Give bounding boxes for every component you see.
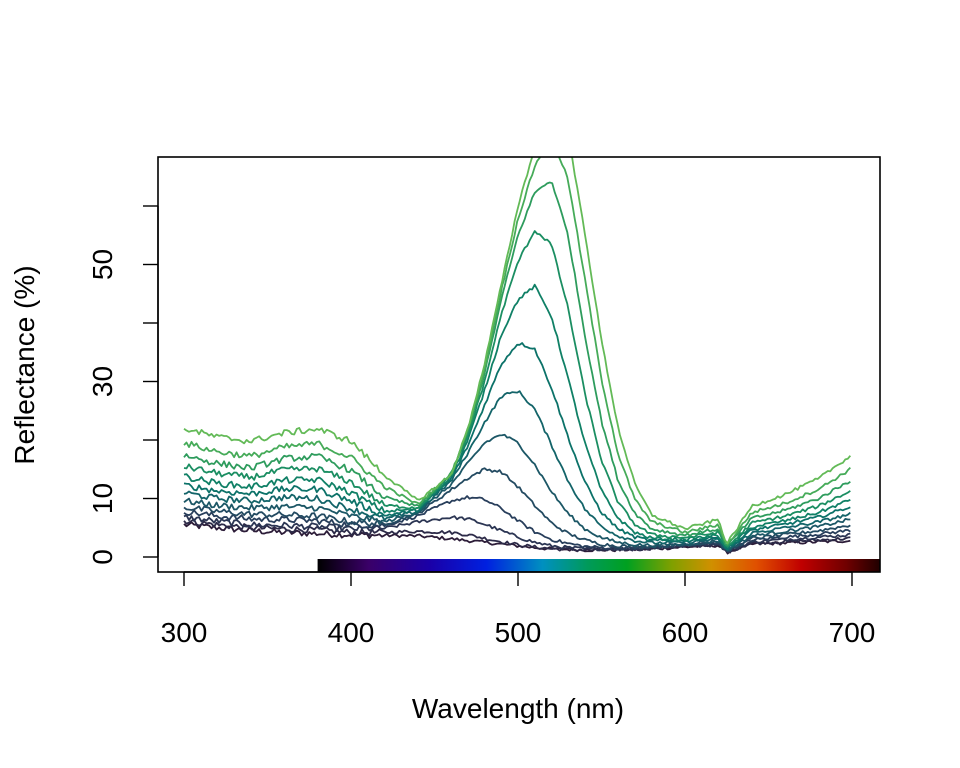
y-axis: 0 10 30 50 xyxy=(87,205,159,565)
reflectance-series-line-5 xyxy=(183,467,851,552)
reflectance-series-line-10 xyxy=(183,230,851,548)
y-tick-label: 50 xyxy=(87,249,118,280)
reflectance-series-line-6 xyxy=(183,433,851,552)
x-tick-label: 400 xyxy=(328,617,375,648)
plot-frame xyxy=(157,156,881,573)
x-axis-title: Wavelength (nm) xyxy=(412,693,624,724)
reflectance-series-line-3 xyxy=(183,514,851,553)
x-tick-label: 500 xyxy=(495,617,542,648)
y-tick-label: 10 xyxy=(87,483,118,514)
reflectance-series-line-11 xyxy=(183,181,851,547)
y-tick-label: 0 xyxy=(87,549,118,565)
y-tick-label: 30 xyxy=(87,366,118,397)
reflectance-series-line-13 xyxy=(183,157,852,545)
x-tick-label: 600 xyxy=(662,617,709,648)
visible-spectrum-bar xyxy=(317,559,881,572)
reflectance-series-line-8 xyxy=(183,342,851,551)
reflectance-series-line-12 xyxy=(183,157,851,545)
x-tick-label: 300 xyxy=(161,617,208,648)
reflectance-series-line-9 xyxy=(183,283,851,548)
x-tick-label: 700 xyxy=(829,617,876,648)
y-axis-title: Reflectance (%) xyxy=(9,265,40,464)
x-axis: 300 400 500 600 700 xyxy=(161,571,876,648)
